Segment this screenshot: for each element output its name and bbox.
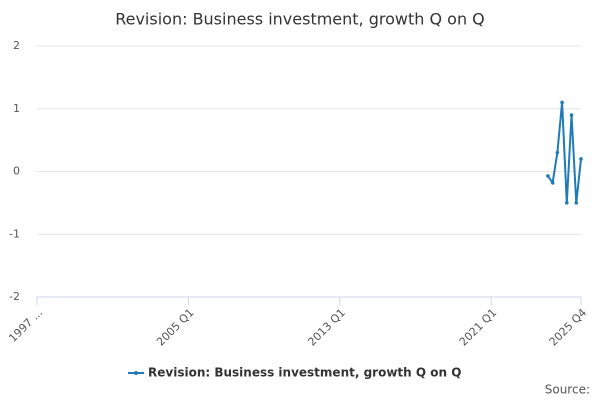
x-tick-label: 2013 Q1 — [305, 306, 348, 349]
point — [569, 113, 574, 117]
legend-label: Revision: Business investment, growth Q … — [148, 366, 461, 380]
point — [560, 100, 564, 105]
y-tick-label: 2 — [13, 39, 20, 52]
source: Source: — [545, 383, 590, 397]
x-tick-label: 2021 Q1 — [457, 306, 500, 349]
y-tick-label: 1 — [13, 102, 20, 115]
x-tick-label: 2025 Q4 — [547, 306, 590, 349]
point — [550, 180, 555, 185]
point — [546, 174, 550, 178]
legend-marker — [134, 371, 138, 375]
x-tick-label: 2005 Q1 — [154, 306, 197, 349]
y-tick-label: 0 — [13, 165, 20, 178]
point — [579, 157, 583, 161]
y-tick-label: -1 — [9, 227, 20, 240]
x-tick-label: 1997 ... — [6, 306, 45, 345]
point — [574, 201, 579, 205]
series-line — [547, 102, 582, 203]
point — [555, 150, 560, 155]
point — [565, 201, 569, 205]
y-tick-label: -2 — [9, 290, 20, 303]
chart-title: Revision: Business investment, growth Q … — [115, 10, 485, 29]
